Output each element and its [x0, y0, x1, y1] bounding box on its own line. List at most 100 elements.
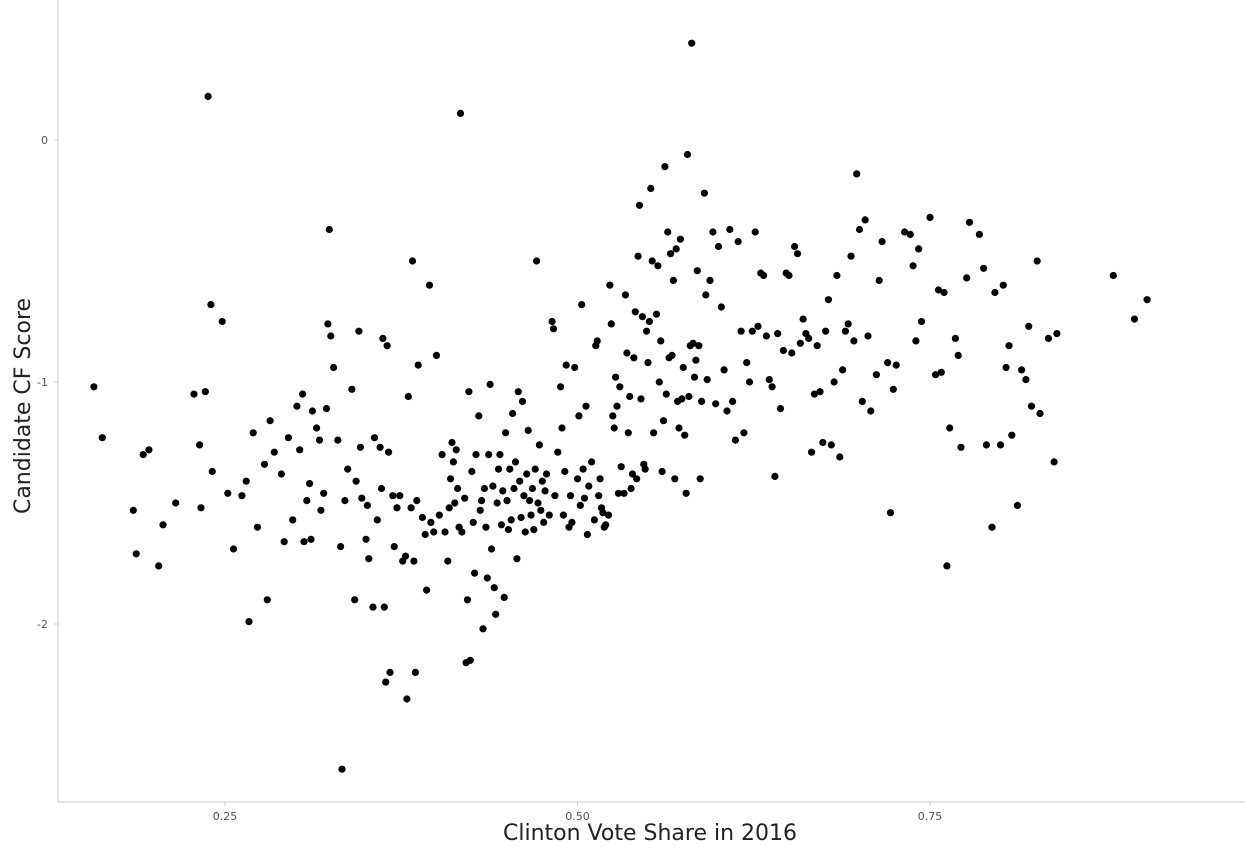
data-point — [861, 216, 869, 224]
data-point — [277, 470, 285, 478]
data-point — [1053, 330, 1061, 338]
data-point — [456, 109, 465, 117]
data-point — [266, 417, 274, 425]
data-point — [441, 528, 449, 536]
data-point — [238, 492, 246, 500]
data-point — [612, 373, 620, 381]
data-point — [672, 245, 680, 253]
data-point — [502, 429, 510, 437]
data-point — [533, 257, 541, 265]
data-point — [472, 451, 480, 459]
data-point — [662, 390, 670, 398]
data-point — [322, 405, 331, 413]
data-point — [793, 250, 802, 258]
data-point — [669, 276, 678, 284]
data-point — [892, 361, 900, 369]
y-tick-label: -1 — [37, 376, 48, 389]
data-point — [957, 443, 965, 451]
data-point — [404, 392, 412, 401]
data-point — [685, 392, 693, 401]
data-point — [549, 325, 558, 333]
data-point — [1109, 271, 1117, 280]
data-point — [671, 475, 679, 483]
data-point — [847, 252, 855, 260]
data-point — [620, 489, 628, 497]
data-point — [523, 470, 531, 478]
data-point — [796, 339, 804, 347]
data-point — [627, 484, 635, 493]
data-point — [497, 521, 505, 529]
data-point — [352, 477, 360, 485]
data-point — [1005, 342, 1013, 350]
data-point — [338, 765, 346, 773]
data-point — [690, 373, 699, 381]
data-point — [683, 150, 692, 159]
data-point — [909, 262, 917, 270]
data-point — [499, 487, 507, 495]
data-point — [435, 511, 443, 519]
x-tick-label: 0.50 — [565, 810, 590, 823]
data-point — [413, 497, 421, 505]
data-point — [878, 238, 886, 246]
data-point — [527, 511, 535, 519]
data-point — [839, 366, 847, 374]
data-point — [363, 501, 371, 509]
data-point — [774, 330, 782, 338]
data-point — [538, 477, 546, 485]
data-point — [289, 516, 297, 524]
data-point — [408, 257, 417, 265]
data-point — [471, 569, 479, 577]
data-point — [485, 451, 493, 459]
data-point — [590, 516, 599, 524]
data-point — [661, 163, 669, 171]
data-point — [867, 407, 875, 415]
data-point — [658, 467, 666, 476]
data-point — [988, 523, 996, 531]
data-point — [516, 477, 524, 485]
data-point — [393, 504, 401, 512]
x-axis-title: Clinton Vote Share in 2016 — [503, 821, 797, 846]
data-point — [576, 501, 584, 509]
data-point — [197, 504, 205, 512]
data-point — [709, 228, 717, 236]
data-point — [580, 494, 589, 502]
data-point — [327, 332, 335, 340]
data-point — [451, 499, 459, 507]
data-point — [689, 339, 697, 347]
data-point — [449, 458, 457, 466]
data-point — [410, 557, 418, 565]
data-point — [824, 296, 833, 304]
data-point — [889, 385, 897, 393]
data-point — [418, 513, 426, 522]
data-point — [490, 584, 498, 592]
data-point — [568, 518, 576, 527]
data-point — [263, 596, 271, 604]
data-point — [606, 281, 614, 289]
data-point — [358, 494, 366, 502]
data-point — [401, 552, 410, 560]
data-point — [489, 482, 497, 490]
data-point — [508, 409, 517, 418]
data-point — [1033, 257, 1041, 265]
data-point — [315, 436, 324, 444]
data-point — [702, 291, 710, 299]
data-point — [513, 555, 521, 563]
data-point — [159, 521, 167, 529]
data-point — [760, 271, 768, 280]
data-point — [554, 448, 562, 456]
data-point — [682, 489, 690, 497]
data-point — [411, 668, 419, 677]
data-point — [623, 349, 631, 357]
data-point — [631, 308, 639, 316]
data-point — [344, 465, 352, 473]
data-point — [190, 390, 198, 398]
data-point — [858, 397, 866, 405]
data-point — [548, 317, 556, 326]
data-point — [537, 506, 545, 514]
data-point — [593, 337, 601, 345]
data-point — [596, 475, 604, 483]
data-point — [963, 274, 971, 282]
data-point — [348, 385, 356, 393]
data-point — [386, 668, 394, 677]
data-point — [617, 463, 625, 471]
